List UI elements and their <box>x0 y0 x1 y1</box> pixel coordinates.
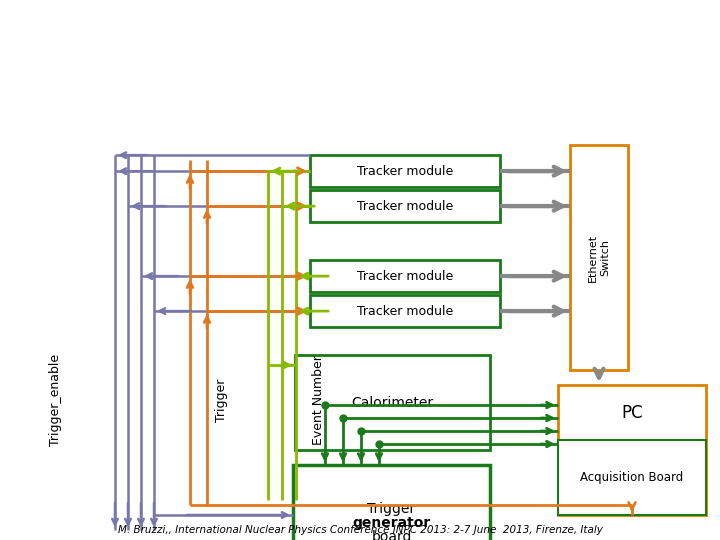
Bar <box>558 385 706 515</box>
Text: Tracker module: Tracker module <box>357 165 453 178</box>
Text: M. Bruzzi,, International Nuclear Physics Conference INPC 2013: 2-7 June  2013, : M. Bruzzi,, International Nuclear Physic… <box>117 524 603 535</box>
Text: Architecture of the pCT apparatus: Architecture of the pCT apparatus <box>100 21 620 50</box>
Bar <box>310 155 500 187</box>
Bar <box>310 190 500 222</box>
Text: Trigger: Trigger <box>215 379 228 422</box>
Text: Tracker module: Tracker module <box>357 305 453 318</box>
Bar <box>570 145 628 370</box>
Bar <box>310 260 500 292</box>
Text: Trigger_enable: Trigger_enable <box>48 354 61 446</box>
Text: generator: generator <box>352 516 431 530</box>
Bar <box>295 355 490 450</box>
Text: Acquisition Board: Acquisition Board <box>580 471 683 484</box>
Text: Ethernet
Switch: Ethernet Switch <box>588 234 610 282</box>
Text: PC: PC <box>621 404 643 422</box>
Text: Tracker module: Tracker module <box>357 269 453 282</box>
Bar <box>293 465 490 540</box>
Text: Tracker module: Tracker module <box>357 200 453 213</box>
Bar <box>310 295 500 327</box>
Text: Event Number: Event Number <box>312 355 325 445</box>
Text: board: board <box>372 530 412 540</box>
Text: Calorimeter: Calorimeter <box>351 396 433 409</box>
Text: Trigger: Trigger <box>367 502 415 516</box>
Bar <box>558 440 706 515</box>
